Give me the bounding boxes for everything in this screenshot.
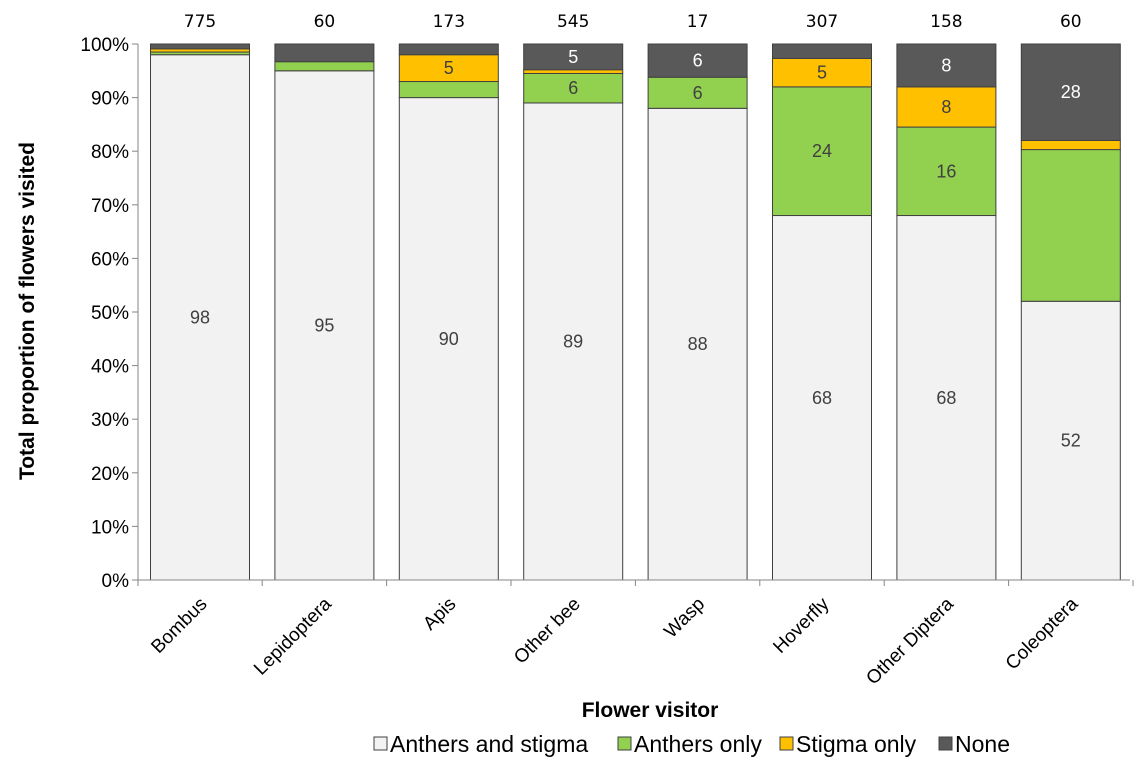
y-tick-label: 30% [91,410,129,431]
legend-label: Anthers and stigma [390,731,588,757]
y-tick-label: 90% [91,89,129,110]
legend-swatch [938,736,953,751]
y-tick-label: 80% [91,142,129,163]
y-tick-label: 20% [91,464,129,485]
bar-segment-anthers-and-stigma [1020,300,1121,581]
bars-layer: 9877595609051738965545886617682453076816… [150,12,1121,581]
bar-segment-none [398,43,499,56]
legend-swatch [373,736,388,751]
bar-segment-anthers-only [274,61,375,72]
bar-segment-anthers-only [896,126,997,217]
x-tick-label: Bombus [147,594,211,658]
x-axis-title: Flower visitor [582,699,719,722]
data-label: 16 [936,161,956,181]
bar-segment-none [647,43,748,78]
data-label: 8 [941,55,951,75]
y-tick-label: 0% [102,571,130,592]
y-tick-label: 70% [91,196,129,217]
bar-segment-none [150,43,250,50]
x-tick-label: Wasp [660,594,709,643]
bar-segment-none [772,43,872,59]
y-axis-title: Total proportion of flowers visited [16,142,39,480]
legend-label: None [955,731,1010,757]
data-label: 5 [568,47,578,67]
bar-segment-anthers-only [647,76,748,109]
y-tick-label: 50% [91,303,129,324]
x-tick-label: Lepidoptera [250,593,336,679]
data-label: 52 [1061,431,1081,451]
x-tick-label: Hoverfly [769,593,833,657]
sample-size-label: 545 [557,12,589,32]
data-label: 8 [941,97,951,117]
y-tick-label: 60% [91,249,129,270]
legend-swatch [617,736,632,751]
data-label: 68 [936,388,956,408]
legend-label: Stigma only [796,731,917,757]
bar-segment-anthers-and-stigma [150,54,250,581]
bar-segment-anthers-and-stigma [274,70,375,581]
data-label: 6 [693,83,703,103]
sample-size-label: 173 [433,12,465,32]
bar-segment-anthers-only [398,81,499,99]
x-tick-label: Other bee [510,594,585,669]
sample-size-label: 775 [184,12,216,32]
x-tick-label: Apis [419,594,460,635]
bar-segment-stigma-only [772,57,872,88]
data-label: 28 [1061,82,1081,102]
legend-swatch [779,736,794,751]
y-tick-label: 40% [91,357,129,378]
data-label: 88 [688,334,708,354]
bar-segment-anthers-only [772,86,872,217]
bar-segment-stigma-only [1020,139,1121,151]
data-label: 90 [439,329,459,349]
legend: Anthers and stigma Anthers only Stigma onl… [373,731,1010,757]
y-tick-label: 100% [80,35,129,56]
bar-segment-stigma-only [523,69,624,74]
data-label: 98 [190,307,210,327]
bar-segment-none [1020,43,1121,141]
data-label: 95 [314,315,334,335]
data-label: 6 [693,51,703,71]
legend-label: Anthers only [634,731,762,757]
y-tick-label: 10% [91,517,129,538]
sample-size-label: 60 [1060,12,1082,32]
data-label: 89 [563,331,583,351]
sample-size-label: 307 [806,12,838,32]
sample-size-label: 17 [687,12,709,32]
bar-segment-none [274,43,375,63]
sample-size-label: 60 [314,12,336,32]
sample-size-label: 158 [930,12,962,32]
data-label: 6 [568,78,578,98]
bar-segment-none [523,43,624,71]
bar-segment-anthers-and-stigma [896,215,997,581]
x-tick-label: Other Diptera [862,593,958,689]
bar-segment-anthers-and-stigma [398,97,499,581]
bar-segment-none [896,43,997,88]
x-tick-label: Coleoptera [1002,593,1083,674]
data-label: 24 [812,141,832,161]
data-label: 5 [444,58,454,78]
bar-segment-anthers-only [1020,149,1121,302]
data-label: 68 [812,388,832,408]
data-label: 5 [817,63,827,83]
bar-segment-stigma-only [896,86,997,128]
